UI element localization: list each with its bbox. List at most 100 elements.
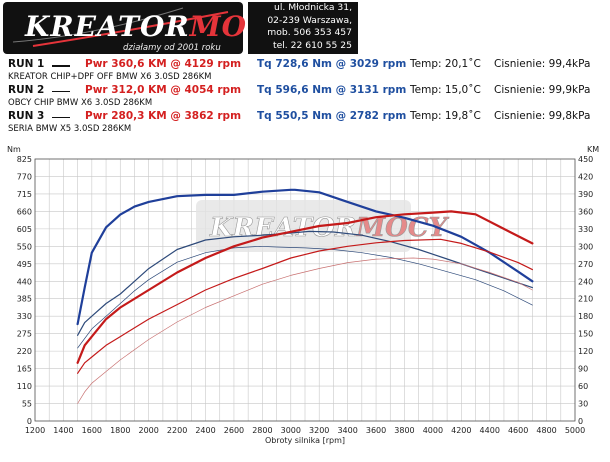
run-desc: SERIA BMW X5 3.0SD 286KM: [8, 124, 132, 134]
run-summary: RUN 1 Pwr 360,6 KM @ 4129 rpm Tq 728,6 N…: [0, 58, 610, 136]
x-tick-label: 1800: [110, 426, 130, 435]
torque-curve-thick: [76, 188, 534, 326]
logo-tagline: działamy od 2001 roku: [123, 43, 221, 53]
run-pressure: Cisnienie: 99,9kPa: [494, 84, 591, 96]
chart-grid: [34, 158, 576, 422]
run-torque: Tq 596,6 Nm @ 3131 rpm: [257, 84, 407, 96]
y-left-tick-label: 165: [17, 365, 32, 374]
logo-text-part1: KREATOR: [25, 10, 190, 43]
x-axis-label: Obroty silnika [rpm]: [265, 436, 345, 445]
run-torque: Tq 550,5 Nm @ 2782 rpm: [257, 110, 407, 122]
power-curve-medium: [77, 238, 533, 374]
y-right-tick-label: 60: [578, 382, 588, 391]
torque-curve-medium: [77, 230, 533, 336]
y-right-tick-label: 450: [578, 155, 593, 164]
y-left-tick-label: 660: [17, 207, 32, 216]
dyno-chart-svg: KREATORMOCY 1200 1400 1600 1800 2000 2200 2400…: [7, 145, 599, 445]
phone-mobile: mob. 506 353 457: [267, 27, 352, 38]
x-tick-label: 1600: [82, 426, 102, 435]
logo-text: KREATORMOCY: [25, 10, 291, 43]
x-tick-label: 3000: [281, 426, 301, 435]
y-right-tick-label: 330: [578, 225, 593, 234]
x-tick-label: 2600: [224, 426, 244, 435]
address-line2: 02-239 Warszawa,: [267, 14, 352, 26]
y-right-tick-label: 0: [578, 417, 583, 426]
y-axis-left-label: Nm: [7, 145, 21, 154]
y-left-tick-label: 605: [17, 225, 32, 234]
x-tick-label: 2400: [195, 426, 215, 435]
x-tick-label: 4000: [423, 426, 443, 435]
dyno-chart: KREATORMOCY 1200 1400 1600 1800 2000 2200 2400…: [0, 138, 610, 457]
y-right-tick-label: 300: [578, 242, 593, 251]
x-tick-label: 5000: [565, 426, 585, 435]
x-tick-label: 3600: [366, 426, 386, 435]
y-left-tick-label: 220: [17, 347, 32, 356]
y-right-tick-label: 270: [578, 260, 593, 269]
run-label: RUN 2: [8, 84, 45, 96]
contact-block: ul. Młodnicka 31, 02-239 Warszawa, mob. …: [248, 2, 358, 54]
run-desc: OBCY CHIP BMW X6 3.0SD 286KM: [8, 98, 153, 108]
y-right-tick-label: 120: [578, 347, 593, 356]
y-right-tick-label: 180: [578, 312, 593, 321]
run-line-sample: [52, 117, 70, 118]
run-row: RUN 3 Pwr 280,3 KM @ 3862 rpm Tq 550,5 N…: [0, 110, 610, 124]
run-row: RUN 1 Pwr 360,6 KM @ 4129 rpm Tq 728,6 N…: [0, 58, 610, 72]
y-left-tick-label: 275: [17, 330, 32, 339]
y-right-tick-label: 240: [578, 277, 593, 286]
run-row: RUN 2 Pwr 312,0 KM @ 4054 rpm Tq 596,6 N…: [0, 84, 610, 98]
run-torque: Tq 728,6 Nm @ 3029 rpm: [257, 58, 407, 70]
run-label: RUN 3: [8, 110, 45, 122]
logo-swoosh-icon: [12, 7, 229, 47]
address-line1: ul. Młodnicka 31,: [274, 2, 352, 13]
power-curve-thick: [76, 210, 534, 364]
y-left-tick-label: 0: [27, 417, 32, 426]
y-left-tick-label: 715: [17, 190, 32, 199]
x-tick-label: 1200: [25, 426, 45, 435]
x-tick-label: 3800: [394, 426, 414, 435]
power-curve-thin: [77, 257, 533, 404]
watermark-logo: KREATORMOCY: [196, 200, 450, 252]
run-pressure: Cisnienie: 99,8kPa: [494, 110, 591, 122]
y-left-tick-label: 550: [17, 242, 32, 251]
x-tick-label: 2200: [167, 426, 187, 435]
y-right-tick-label: 420: [578, 172, 593, 181]
run-line-sample: [52, 65, 70, 67]
run-desc: KREATOR CHIP+DPF OFF BMW X6 3.0SD 286KM: [8, 72, 212, 82]
run-temp: Temp: 19,8˚C: [410, 110, 481, 122]
y-left-tick-label: 55: [22, 400, 32, 409]
run-line-sample: [52, 91, 70, 92]
plot-frame: [34, 158, 576, 422]
x-tick-label: 4800: [536, 426, 556, 435]
x-tick-label: 2000: [139, 426, 159, 435]
chart-axes: [34, 158, 576, 422]
run-temp: Temp: 15,0˚C: [410, 84, 481, 96]
y-left-tick-label: 110: [17, 382, 32, 391]
y-right-tick-label: 210: [578, 295, 593, 304]
y-left-tick-label: 385: [17, 295, 32, 304]
run-temp: Temp: 20,1˚C: [410, 58, 481, 70]
x-tick-label: 3400: [337, 426, 357, 435]
x-tick-label: 3200: [309, 426, 329, 435]
y-left-tick-label: 770: [17, 172, 32, 181]
x-tick-label: 1400: [53, 426, 73, 435]
run-power: Pwr 280,3 KM @ 3862 rpm: [85, 110, 242, 122]
y-left-tick-label: 495: [17, 260, 32, 269]
y-axis-right-label: KM: [587, 145, 599, 154]
y-right-tick-label: 360: [578, 207, 593, 216]
svg-text:KREATORMOCY: KREATORMOCY: [209, 213, 450, 243]
chart-labels: 1200 1400 1600 1800 2000 2200 2400 2600 2800 3000…: [7, 145, 599, 445]
y-left-tick-label: 440: [17, 277, 32, 286]
header: KREATORMOCY działamy od 2001 roku ul. Mł…: [0, 0, 610, 56]
y-left-tick-label: 825: [17, 155, 32, 164]
y-right-tick-label: 150: [578, 330, 593, 339]
run-power: Pwr 312,0 KM @ 4054 rpm: [85, 84, 242, 96]
y-left-tick-label: 330: [17, 312, 32, 321]
logo: KREATORMOCY działamy od 2001 roku: [3, 2, 290, 54]
run-pressure: Cisnienie: 99,4kPa: [494, 58, 591, 70]
x-tick-label: 2800: [252, 426, 272, 435]
chart-series: [76, 188, 534, 404]
torque-curve-thin: [77, 245, 533, 349]
x-tick-label: 4200: [451, 426, 471, 435]
phone-tel: tel. 22 610 55 25: [272, 39, 352, 51]
run-power: Pwr 360,6 KM @ 4129 rpm: [85, 58, 242, 70]
